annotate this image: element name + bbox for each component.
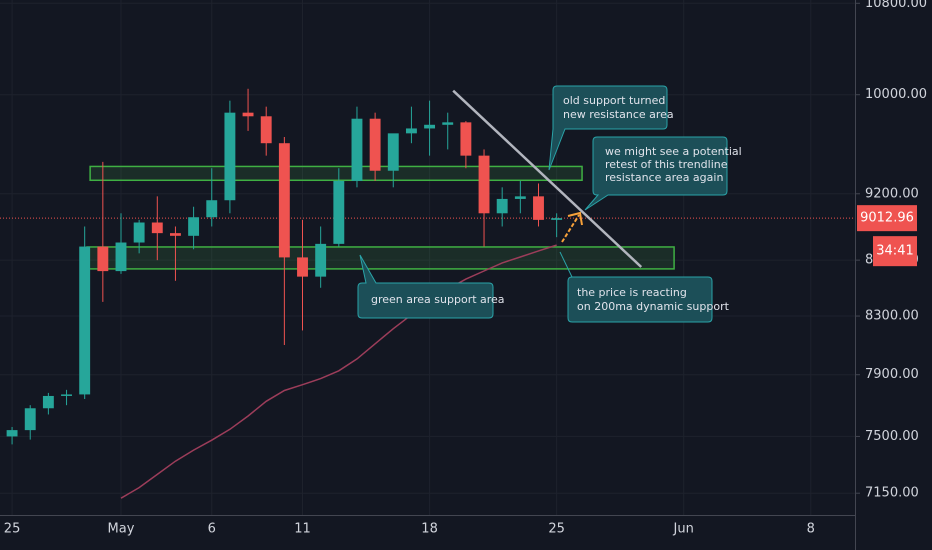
candle-body <box>188 217 200 236</box>
candle-body <box>170 233 181 236</box>
candle-body <box>278 143 290 258</box>
candle-body <box>333 180 345 244</box>
candle-body <box>115 242 127 272</box>
callout-box <box>548 85 668 171</box>
candle-body <box>514 196 526 199</box>
y-tick-label: 10000.00 <box>865 87 927 102</box>
callout-text: on 200ma dynamic support <box>577 300 730 313</box>
callout-text: resistance area again <box>605 171 723 184</box>
candle-body <box>79 246 91 395</box>
countdown-box <box>873 236 917 267</box>
callout-text: old support turned <box>563 94 665 107</box>
candle-body <box>206 200 218 218</box>
candle-body <box>460 122 472 156</box>
callout: old support turned new resistance area <box>548 85 674 171</box>
candle-body <box>42 395 54 409</box>
axes: 7150.007500.007900.008300.008700.009200.… <box>4 0 927 537</box>
candle-body <box>242 112 254 117</box>
candle-body <box>151 222 163 234</box>
candle-body <box>424 124 436 129</box>
candle-body <box>387 133 399 171</box>
candle-body <box>369 118 381 171</box>
candle-body <box>478 155 490 214</box>
trendline <box>452 89 643 268</box>
candle-body <box>551 218 563 220</box>
y-tick-label: 7150.00 <box>865 486 919 501</box>
x-tick-label: May <box>108 522 135 537</box>
grid <box>0 0 855 515</box>
last-price-box <box>857 205 917 232</box>
arrow-shaft <box>561 214 580 243</box>
last-price-label: 9012.96 <box>860 211 914 226</box>
callout-box <box>559 251 713 323</box>
y-tick-label: 10800.00 <box>865 0 927 11</box>
candle-body <box>496 198 508 214</box>
callout-box <box>584 136 728 211</box>
candle-body <box>97 246 109 272</box>
arrow <box>561 211 583 243</box>
x-tick-label: 8 <box>807 522 815 537</box>
candle-body <box>405 128 417 134</box>
candle-body <box>61 394 72 396</box>
callout-text: green area support area <box>371 293 505 306</box>
candle-body <box>24 408 36 431</box>
candle-body <box>442 122 454 125</box>
candle-body <box>133 222 145 243</box>
callout-text: we might see a potential <box>605 145 742 158</box>
countdown-label: 34:41 <box>876 244 913 259</box>
candle-body <box>260 116 272 144</box>
x-tick-label: 25 <box>4 522 21 537</box>
moving-average <box>120 244 557 499</box>
callout: green area support area <box>357 254 505 319</box>
candle-body <box>297 257 308 277</box>
x-tick-label: 6 <box>208 522 216 537</box>
y-tick-label: 7900.00 <box>865 367 919 382</box>
y-tick-label: 7500.00 <box>865 429 919 444</box>
candle-body <box>6 430 18 437</box>
x-tick-label: 18 <box>421 522 438 537</box>
x-tick-label: 11 <box>294 522 311 537</box>
callout-text: new resistance area <box>563 108 674 121</box>
candle-body <box>351 118 363 181</box>
zone <box>89 165 583 182</box>
y-tick-label: 9200.00 <box>865 186 919 201</box>
callout-text: retest of this trendline <box>605 158 728 171</box>
callout-box <box>357 254 494 319</box>
candle-body <box>533 196 544 220</box>
x-tick-label: 25 <box>548 522 565 537</box>
callout-text: the price is reacting <box>577 286 687 299</box>
candle-body <box>224 112 236 201</box>
y-tick-label: 8300.00 <box>865 309 919 324</box>
plot <box>0 88 855 499</box>
arrow-head <box>567 211 583 226</box>
callout: we might see a potential retest of this … <box>584 136 742 211</box>
callout: the price is reacting on 200ma dynamic s… <box>559 251 730 323</box>
candle-body <box>315 243 327 277</box>
x-tick-label: Jun <box>673 522 694 537</box>
